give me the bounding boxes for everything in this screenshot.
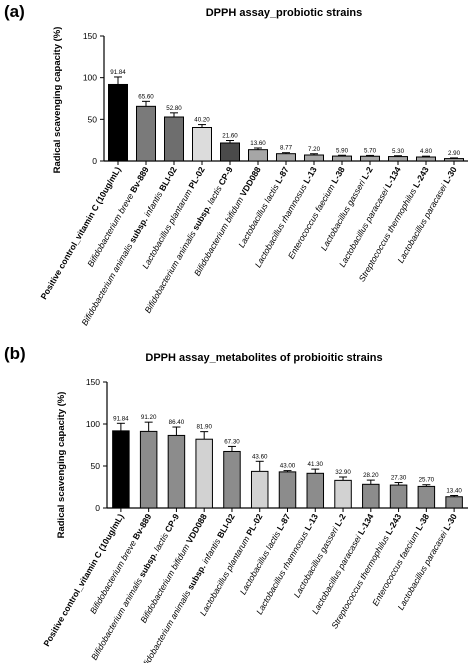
y-tick-label: 100 [83, 73, 97, 83]
x-tick-label: Lactobacillus lactis L-87 [236, 165, 291, 250]
data-label: 67.30 [224, 438, 240, 445]
data-label: 52.80 [166, 105, 182, 112]
data-label: 28.20 [363, 472, 379, 479]
bar [164, 116, 184, 162]
bar [136, 105, 156, 162]
y-axis-label: Radical scavenging capacity (%) [56, 392, 67, 539]
chart-panel-2: (b) DPPH assay_metabolites of probioitic … [4, 344, 468, 663]
data-label: 5.30 [392, 148, 405, 155]
data-label: 5.90 [336, 147, 349, 154]
bar [389, 484, 408, 509]
bar [416, 156, 436, 162]
x-tick-label: Lactobacillus paracasei L-30 [395, 165, 458, 265]
x-tick-label: Lactobacillus gasseri L-2 [319, 165, 375, 253]
panel-label: (a) [4, 2, 25, 21]
y-tick-label: 150 [83, 31, 97, 41]
data-label: 81.90 [196, 424, 212, 431]
bar [334, 479, 352, 509]
bar [192, 127, 212, 162]
chart-title: DPPH assay_probiotic strains [206, 7, 363, 19]
bar [250, 470, 269, 509]
data-label: 91.84 [113, 415, 129, 422]
y-tick-label: 50 [88, 114, 98, 124]
bar [112, 430, 130, 509]
data-label: 13.60 [250, 140, 266, 147]
bar [195, 438, 213, 509]
bar [445, 496, 463, 509]
y-tick-label: 0 [92, 156, 97, 166]
x-tick-label: Lactobacillus lactis L-87 [238, 512, 293, 597]
y-tick-label: 50 [91, 461, 101, 471]
data-label: 40.20 [194, 117, 210, 124]
bar [223, 450, 241, 509]
bar [276, 153, 296, 162]
y-tick-label: 150 [86, 377, 100, 387]
data-label: 5.70 [364, 147, 377, 154]
data-label: 41.30 [308, 461, 324, 468]
panel-label: (b) [4, 344, 26, 363]
chart-panel-1: (a) DPPH assay_probiotic strains Radical s… [4, 2, 468, 327]
data-label: 43.00 [280, 463, 296, 470]
bar [304, 154, 324, 162]
data-label: 65.60 [138, 93, 154, 100]
data-label: 7.20 [308, 146, 321, 153]
bar [444, 158, 464, 162]
y-tick-label: 100 [86, 419, 100, 429]
data-label: 27.30 [391, 475, 407, 482]
y-axis-label: Radical scavenging capacity (%) [52, 27, 63, 174]
data-label: 91.84 [110, 69, 126, 76]
data-label: 25.70 [419, 477, 435, 484]
bar [306, 472, 325, 509]
data-label: 86.40 [169, 419, 185, 426]
x-tick-label: Lactobacillus gasseri L-2 [292, 512, 348, 600]
bar [332, 155, 352, 162]
bar [360, 155, 380, 162]
bar [417, 485, 436, 509]
data-label: 2.90 [448, 150, 461, 157]
data-label: 21.60 [222, 133, 238, 140]
bar [362, 483, 380, 509]
data-label: 43.60 [252, 453, 268, 460]
y-tick-label: 0 [95, 503, 100, 513]
data-label: 91.20 [141, 414, 157, 421]
bar [108, 83, 128, 162]
chart-title: DPPH assay_metabolites of probioitic str… [145, 352, 382, 364]
bar [167, 434, 186, 509]
bar [220, 142, 240, 162]
data-label: 4.80 [420, 148, 433, 155]
bar [248, 149, 268, 162]
bar [388, 156, 408, 162]
data-label: 13.40 [446, 487, 462, 494]
bar [278, 471, 297, 509]
data-label: 32.90 [335, 469, 351, 476]
bar [139, 430, 158, 509]
data-label: 8.77 [280, 145, 293, 152]
